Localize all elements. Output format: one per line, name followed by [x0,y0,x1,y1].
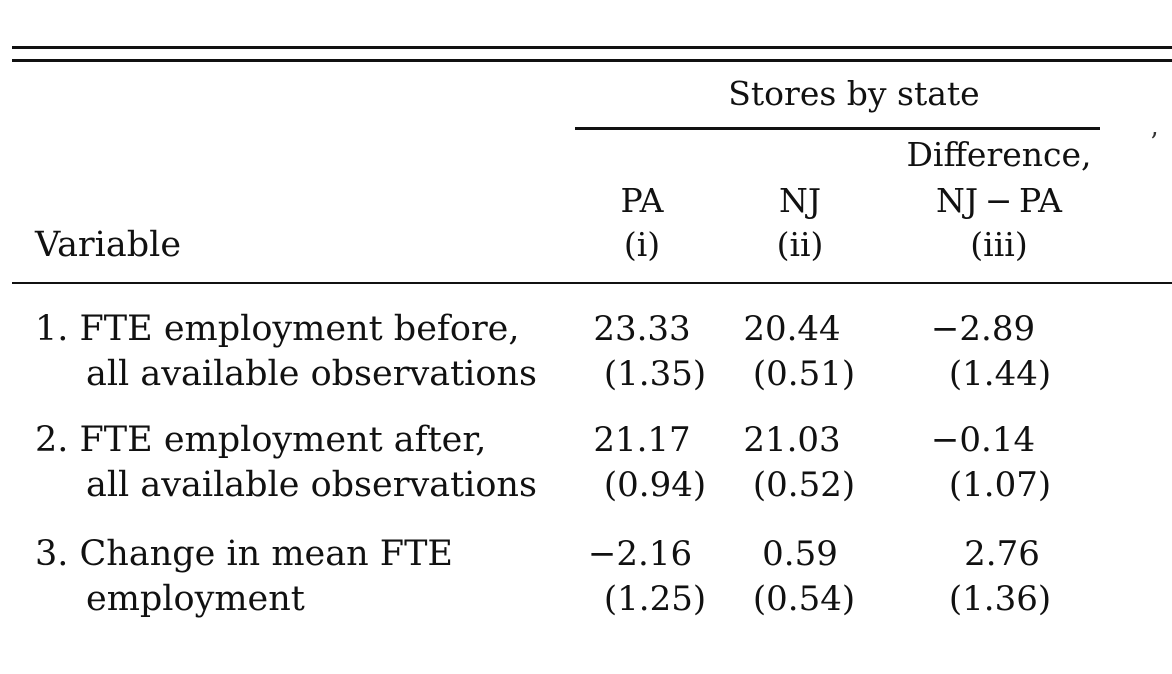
header-rule [12,282,1172,284]
row-1-pa-se: (1.35) [603,354,707,394]
row-2-label-line2: all available observations [86,465,537,505]
row-3-pa-value: −2.16 [587,534,693,574]
row-3-nj-se: (0.54) [752,579,856,619]
spanner-header: Stores by state [728,74,980,113]
row-3-diff-value: 2.76 [964,534,1040,574]
row-2-label-line1: 2. FTE employment after, [35,420,487,460]
row-3-label-line2: employment [86,579,305,619]
row-2-diff-value: −0.14 [930,420,1036,460]
row-1-nj-se: (0.51) [752,354,856,394]
edge-glyph: ’ [1150,128,1159,158]
top-rule-2 [12,59,1172,62]
row-2-nj-value: 21.03 [743,420,841,460]
row-2-pa-value: 21.17 [593,420,691,460]
row-1-label-line1: 1. FTE employment before, [35,309,520,349]
col-pa-index: (i) [623,225,661,264]
row-3-pa-se: (1.25) [603,579,707,619]
col-nj-name: NJ [778,181,822,220]
row-3-diff-se: (1.36) [948,579,1052,619]
row-1-diff-value: −2.89 [930,309,1036,349]
row-2-nj-se: (0.52) [752,465,856,505]
col-pa-name: PA [620,181,664,220]
row-1-pa-value: 23.33 [593,309,691,349]
row-1-nj-value: 20.44 [743,309,841,349]
row-1-label-line2: all available observations [86,354,537,394]
row-2-diff-se: (1.07) [948,465,1052,505]
col-diff-name-line1: Difference, [906,135,1092,174]
col-diff-index: (iii) [970,225,1028,264]
row-3-nj-value: 0.59 [762,534,838,574]
row-2-pa-se: (0.94) [603,465,707,505]
spanner-rule [575,127,1100,130]
row-1-diff-se: (1.44) [948,354,1052,394]
row-3-label-line1: 3. Change in mean FTE [35,534,453,574]
col-diff-name-line2: NJ − PA [936,181,1062,220]
top-rule-1 [12,46,1172,49]
variable-header: Variable [35,225,182,265]
col-nj-index: (ii) [776,225,824,264]
